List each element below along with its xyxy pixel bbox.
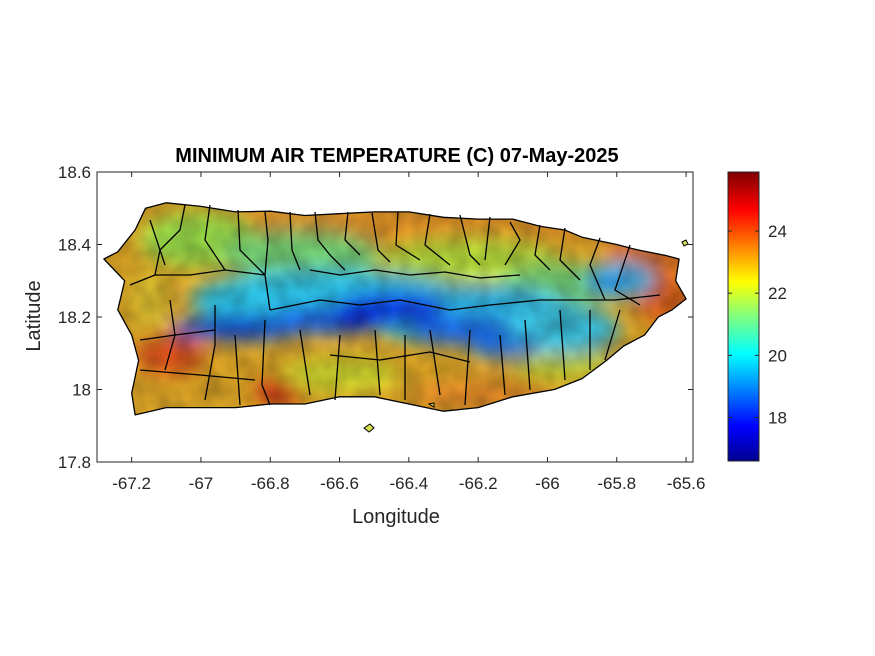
colorbar: 18 20 22 24	[727, 171, 787, 462]
island-outline	[103, 202, 687, 416]
y-tick-label: 18.4	[58, 236, 91, 255]
x-tick-label: -65.6	[667, 474, 706, 493]
x-tick-label: -66.6	[320, 474, 359, 493]
colorbar-tick-label: 24	[768, 222, 787, 241]
y-tick-label: 18.6	[58, 163, 91, 182]
x-axis-ticks: -67.2 -67 -66.8 -66.6 -66.4 -66.2 -66 -65.8 -65.…	[112, 172, 705, 493]
x-tick-label: -67	[189, 474, 214, 493]
x-tick-label: -67.2	[112, 474, 151, 493]
x-tick-label: -66.8	[251, 474, 290, 493]
y-tick-label: 17.8	[58, 453, 91, 472]
colorbar-ticks: 18 20 22 24	[728, 222, 787, 427]
x-axis-label: Longitude	[352, 506, 440, 528]
colorbar-ramp	[727, 171, 760, 462]
colorbar-tick-label: 20	[768, 346, 787, 365]
y-tick-label: 18	[72, 381, 91, 400]
municipal-boundaries	[103, 202, 687, 416]
colorbar-tick-label: 18	[768, 408, 787, 427]
chart-title: MINIMUM AIR TEMPERATURE (C) 07-May-2025	[175, 145, 618, 167]
y-axis-ticks: 17.8 18 18.2 18.4 18.6	[58, 163, 693, 472]
y-axis-label: Latitude	[23, 280, 45, 351]
x-tick-label: -66	[535, 474, 560, 493]
x-tick-label: -66.4	[389, 474, 428, 493]
y-tick-label: 18.2	[58, 308, 91, 327]
x-tick-label: -65.8	[597, 474, 636, 493]
colorbar-tick-label: 22	[768, 284, 787, 303]
temperature-map	[103, 202, 687, 415]
x-tick-label: -66.2	[459, 474, 498, 493]
